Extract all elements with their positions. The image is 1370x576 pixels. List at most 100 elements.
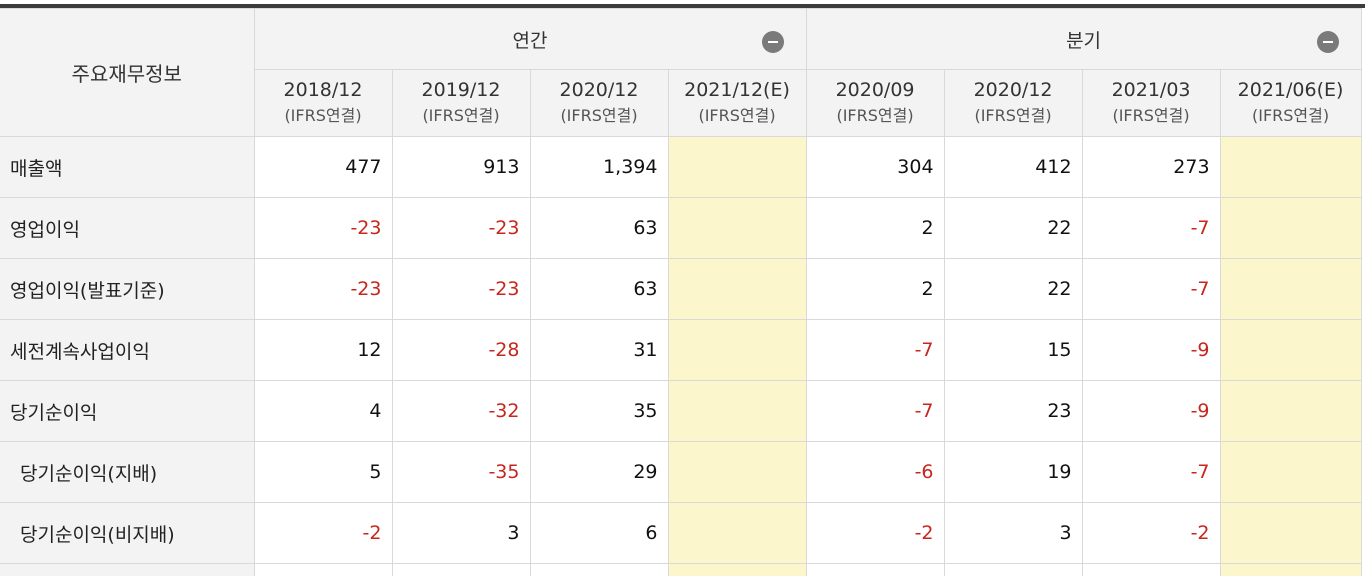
- table-row: 당기순이익(지배) 5 -35 29 -6 19 -7: [0, 441, 1362, 503]
- row-label: 영업이익(발표기준): [0, 258, 255, 320]
- period-header: 2020/12 (IFRS연결): [529, 69, 669, 137]
- row-label: 세전계속사업이익: [0, 319, 255, 381]
- estimate-cell: [1219, 441, 1362, 503]
- estimate-cell: [1219, 258, 1362, 320]
- period-header: 2021/12(E) (IFRS연결): [667, 69, 807, 137]
- period-header-row: 2018/12 (IFRS연결) 2019/12 (IFRS연결) 2020/12 (IF…: [0, 69, 1362, 137]
- period-header: 2018/12 (IFRS연결): [253, 69, 393, 137]
- group-annual: 연간: [253, 8, 807, 70]
- value-cell: 4: [253, 380, 393, 442]
- value-cell: 12: [253, 319, 393, 381]
- value-cell: -32: [391, 380, 531, 442]
- row-label: 당기순이익(비지배): [0, 502, 255, 564]
- value-cell: 22: [943, 197, 1083, 259]
- estimate-cell: [667, 441, 807, 503]
- corner-title: 주요재무정보: [0, 8, 255, 137]
- value-cell: -23: [391, 197, 531, 259]
- collapse-quarterly-icon[interactable]: [1316, 31, 1339, 53]
- group-quarterly-label: 분기: [1066, 29, 1102, 52]
- value-cell: 2: [805, 197, 945, 259]
- period-basis: (IFRS연결): [1251, 106, 1330, 125]
- value-cell: -2: [253, 502, 393, 564]
- group-annual-label: 연간: [512, 29, 548, 52]
- value-cell: 273: [1081, 136, 1221, 198]
- value-cell: 1,394: [529, 136, 669, 198]
- value-cell: 31: [529, 319, 669, 381]
- value-cell: 63: [529, 197, 669, 259]
- table-row-partial: [0, 563, 1362, 576]
- period-header: 2019/12 (IFRS연결): [391, 69, 531, 137]
- value-cell: 304: [805, 136, 945, 198]
- estimate-cell: [667, 380, 807, 442]
- period-header: 2020/12 (IFRS연결): [943, 69, 1083, 137]
- value-cell: 913: [391, 136, 531, 198]
- value-cell: -2: [805, 502, 945, 564]
- period-basis: (IFRS연결): [1112, 106, 1190, 125]
- period-date: 2020/09: [835, 79, 915, 101]
- financial-table: 주요재무정보 연간 분기 2018/12 (IFRS연결) 2019/12 (IFRS…: [0, 8, 1362, 576]
- value-cell: -35: [391, 441, 531, 503]
- period-date: 2018/12: [283, 79, 363, 101]
- row-label: 매출액: [0, 136, 255, 198]
- estimate-cell: [667, 319, 807, 381]
- row-label: 당기순이익(지배): [0, 441, 255, 503]
- value-cell: 19: [943, 441, 1083, 503]
- table-row: 매출액 477 913 1,394 304 412 273: [0, 136, 1362, 198]
- top-border: [0, 4, 1365, 8]
- value-cell: 22: [943, 258, 1083, 320]
- period-header: 2020/09 (IFRS연결): [805, 69, 945, 137]
- value-cell: 35: [529, 380, 669, 442]
- value-cell: 29: [529, 441, 669, 503]
- value-cell: -9: [1081, 380, 1221, 442]
- period-date: 2020/12: [973, 79, 1053, 101]
- value-cell: 6: [529, 502, 669, 564]
- group-quarterly: 분기: [805, 8, 1362, 70]
- estimate-cell: [1219, 197, 1362, 259]
- value-cell: 3: [943, 502, 1083, 564]
- value-cell: -28: [391, 319, 531, 381]
- value-cell: 63: [529, 258, 669, 320]
- period-basis: (IFRS연결): [284, 106, 362, 125]
- period-header: 2021/03 (IFRS연결): [1081, 69, 1221, 137]
- value-cell: -23: [253, 197, 393, 259]
- estimate-cell: [667, 197, 807, 259]
- value-cell: -7: [805, 380, 945, 442]
- table-row: 영업이익 -23 -23 63 2 22 -7: [0, 197, 1362, 259]
- value-cell: 15: [943, 319, 1083, 381]
- period-basis: (IFRS연결): [698, 106, 776, 125]
- table-row: 당기순이익(비지배) -2 3 6 -2 3 -2: [0, 502, 1362, 564]
- estimate-cell: [667, 136, 807, 198]
- period-date: 2021/06(E): [1237, 79, 1344, 101]
- estimate-cell: [1219, 380, 1362, 442]
- value-cell: -7: [1081, 258, 1221, 320]
- value-cell: 412: [943, 136, 1083, 198]
- value-cell: -23: [391, 258, 531, 320]
- period-date: 2021/03: [1111, 79, 1191, 101]
- table-row: 당기순이익 4 -32 35 -7 23 -9: [0, 380, 1362, 442]
- row-label-partial: [0, 563, 255, 576]
- value-cell: -9: [1081, 319, 1221, 381]
- value-cell: -7: [1081, 441, 1221, 503]
- period-basis: (IFRS연결): [560, 106, 638, 125]
- period-basis: (IFRS연결): [836, 106, 914, 125]
- row-label: 당기순이익: [0, 380, 255, 442]
- value-cell: 23: [943, 380, 1083, 442]
- value-cell: -23: [253, 258, 393, 320]
- value-cell: 5: [253, 441, 393, 503]
- period-basis: (IFRS연결): [422, 106, 500, 125]
- estimate-cell: [667, 502, 807, 564]
- table-row: 세전계속사업이익 12 -28 31 -7 15 -9: [0, 319, 1362, 381]
- period-basis: (IFRS연결): [974, 106, 1052, 125]
- value-cell: 477: [253, 136, 393, 198]
- value-cell: -7: [1081, 197, 1221, 259]
- value-cell: -6: [805, 441, 945, 503]
- period-header: 2021/06(E) (IFRS연결): [1219, 69, 1362, 137]
- collapse-annual-icon[interactable]: [761, 31, 784, 53]
- period-date: 2021/12(E): [684, 79, 790, 101]
- estimate-cell: [1219, 136, 1362, 198]
- period-date: 2019/12: [421, 79, 501, 101]
- value-cell: -7: [805, 319, 945, 381]
- table-row: 영업이익(발표기준) -23 -23 63 2 22 -7: [0, 258, 1362, 320]
- estimate-cell: [1219, 319, 1362, 381]
